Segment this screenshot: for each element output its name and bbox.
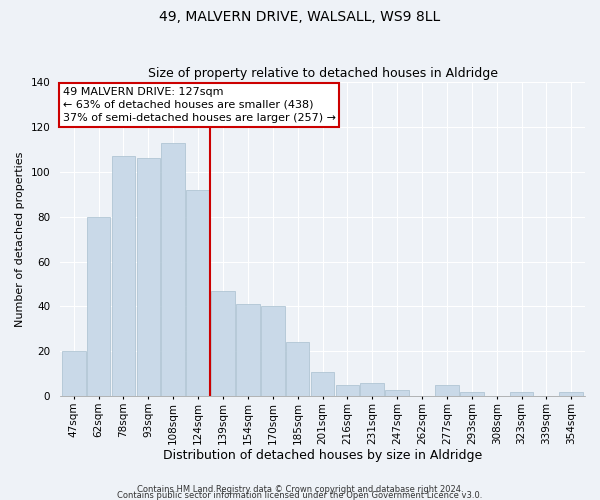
Bar <box>335 385 359 396</box>
Bar <box>460 392 484 396</box>
Bar <box>137 158 160 396</box>
Bar <box>361 383 384 396</box>
Bar <box>510 392 533 396</box>
Bar <box>385 390 409 396</box>
Bar <box>559 392 583 396</box>
Bar <box>62 352 86 397</box>
Text: Contains public sector information licensed under the Open Government Licence v3: Contains public sector information licen… <box>118 490 482 500</box>
Bar <box>261 306 284 396</box>
Bar <box>87 216 110 396</box>
Bar <box>236 304 260 396</box>
Text: 49 MALVERN DRIVE: 127sqm
← 63% of detached houses are smaller (438)
37% of semi-: 49 MALVERN DRIVE: 127sqm ← 63% of detach… <box>62 86 335 123</box>
Bar <box>311 372 334 396</box>
Title: Size of property relative to detached houses in Aldridge: Size of property relative to detached ho… <box>148 66 497 80</box>
Bar <box>161 142 185 396</box>
Y-axis label: Number of detached properties: Number of detached properties <box>15 152 25 327</box>
Bar <box>211 291 235 397</box>
Bar <box>186 190 210 396</box>
Bar <box>112 156 135 396</box>
X-axis label: Distribution of detached houses by size in Aldridge: Distribution of detached houses by size … <box>163 450 482 462</box>
Bar <box>286 342 310 396</box>
Text: Contains HM Land Registry data © Crown copyright and database right 2024.: Contains HM Land Registry data © Crown c… <box>137 484 463 494</box>
Bar <box>435 385 459 396</box>
Text: 49, MALVERN DRIVE, WALSALL, WS9 8LL: 49, MALVERN DRIVE, WALSALL, WS9 8LL <box>160 10 440 24</box>
